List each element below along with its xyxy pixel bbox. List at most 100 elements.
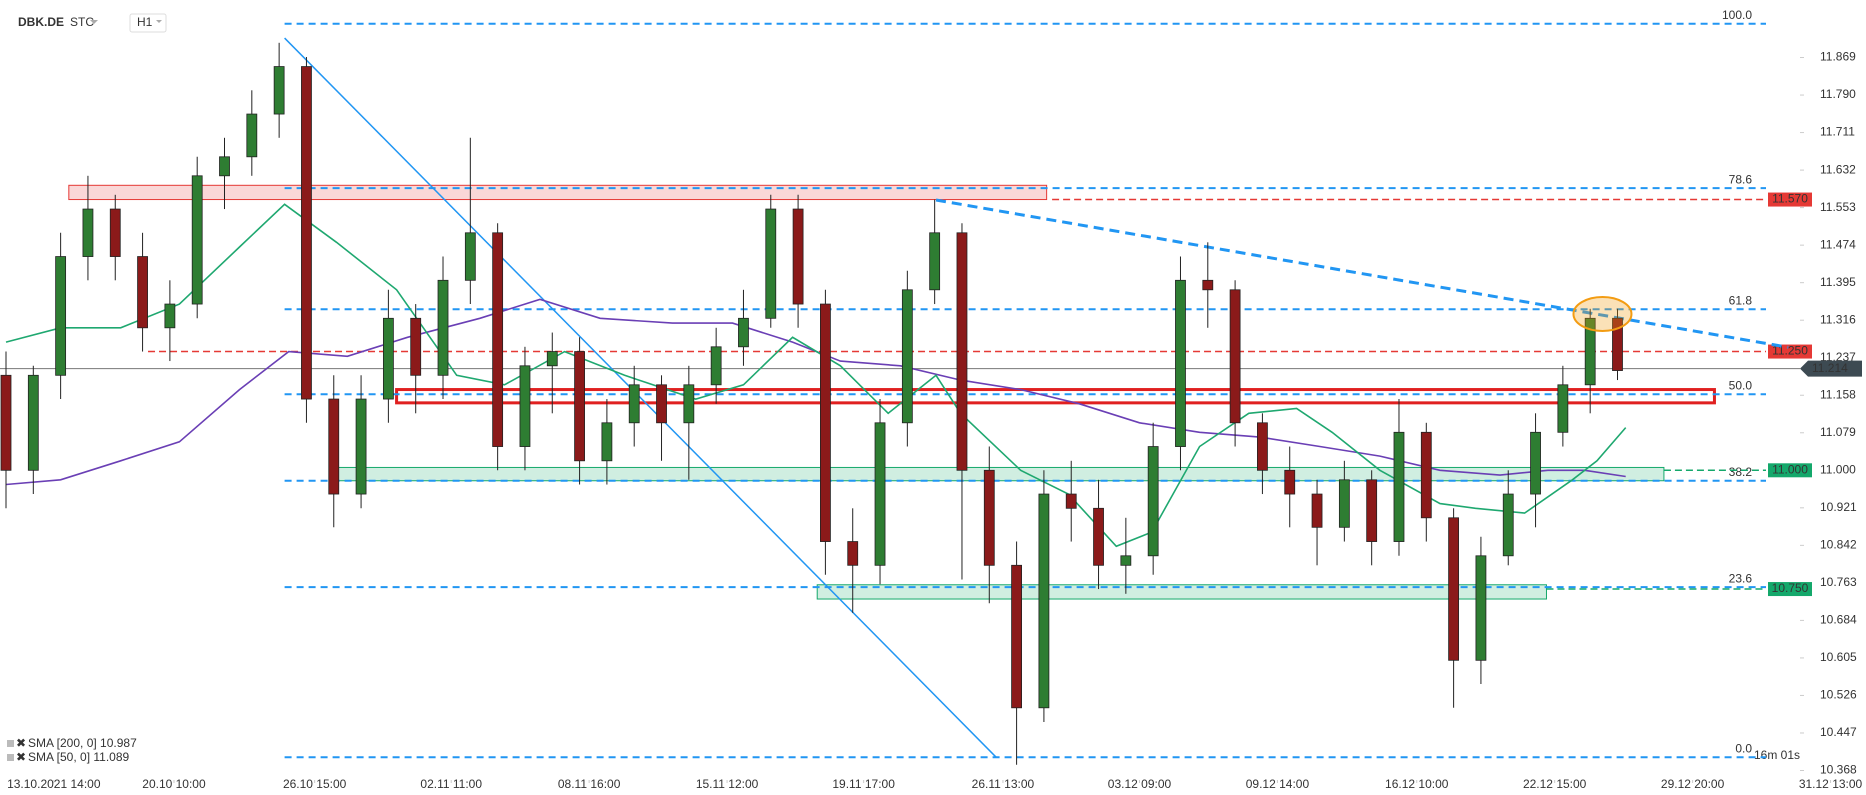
- x-tick-label: 26.10 15:00: [283, 777, 347, 791]
- price-tag-label: 10.750: [1772, 581, 1809, 595]
- trendline: [284, 37, 997, 758]
- candle-body: [410, 317, 422, 376]
- candle-body: [1338, 479, 1350, 528]
- candle-body: [656, 384, 667, 424]
- y-tick-label: 10.763: [1820, 575, 1857, 589]
- legend-icon: [7, 754, 14, 761]
- y-tick-label: 10.605: [1820, 650, 1857, 664]
- mode-dropdown[interactable]: [90, 20, 98, 24]
- price-tag: [1768, 463, 1812, 478]
- current-price-label: 11.214: [1812, 361, 1848, 375]
- candle-body: [246, 113, 258, 158]
- candle-body: [628, 384, 640, 424]
- candle-body: [382, 317, 394, 400]
- trendline: [935, 198, 1789, 349]
- candle-body: [983, 469, 995, 566]
- candle-body: [929, 232, 941, 291]
- candle-body: [1557, 384, 1569, 433]
- sma-line: [5, 203, 1627, 548]
- highlight: [1572, 296, 1633, 333]
- candle-body: [1530, 431, 1541, 495]
- candle-body: [1038, 493, 1050, 709]
- y-tick-label: 11.632: [1820, 162, 1856, 176]
- zone: [395, 388, 1716, 405]
- candle-body: [874, 422, 886, 566]
- candle-body: [601, 422, 613, 462]
- candle-body: [1612, 317, 1623, 371]
- interval: H1: [137, 15, 153, 29]
- y-tick-label: 11.079: [1820, 425, 1856, 439]
- candle-body: [1502, 493, 1514, 557]
- x-tick-label: 20.10 10:00: [142, 777, 206, 791]
- x-tick-label: 22.12 15:00: [1523, 777, 1587, 791]
- fib-label: 23.6: [1729, 571, 1753, 585]
- fib-label: 0.0: [1735, 741, 1752, 755]
- y-tick-label: 11.790: [1820, 87, 1856, 101]
- mode: STC: [70, 15, 94, 29]
- price-tag: [1768, 582, 1812, 597]
- y-tick-label: 10.526: [1820, 688, 1857, 702]
- candle-body: [1257, 422, 1268, 471]
- interval-box[interactable]: [129, 13, 167, 33]
- y-tick-label: 11.711: [1820, 125, 1855, 139]
- legend-close: ✖: [16, 750, 26, 764]
- x-tick-label: 08.11 16:00: [558, 777, 621, 791]
- legend-close: ✖: [16, 736, 26, 750]
- candle-body: [1229, 289, 1241, 424]
- fib-label: 61.8: [1729, 293, 1753, 307]
- candle-body: [437, 279, 449, 376]
- x-tick-label: 02.11 11:00: [420, 777, 482, 791]
- candle-body: [1475, 555, 1487, 661]
- candle-body: [820, 303, 831, 542]
- candle-body: [1393, 431, 1405, 542]
- y-tick-label: 11.474: [1820, 237, 1856, 251]
- x-tick-label: 13.10.2021 14:00: [7, 777, 101, 791]
- candle-body: [109, 208, 121, 257]
- x-tick-label: 31.12 13:00: [1799, 777, 1863, 791]
- fib-label: 50.0: [1729, 378, 1753, 392]
- candle-body: [328, 398, 340, 495]
- candle-body: [0, 374, 12, 471]
- candle-body: [683, 384, 695, 424]
- candle-body: [1011, 564, 1022, 709]
- candle-body: [1065, 493, 1077, 509]
- interval-dropdown: [156, 20, 162, 23]
- candle-body: [301, 66, 312, 400]
- candle-body: [464, 232, 476, 281]
- candle-body: [1448, 517, 1460, 661]
- candle-body: [1175, 279, 1186, 447]
- x-tick-label: 16.12 10:00: [1385, 777, 1449, 791]
- sma-line: [5, 298, 1626, 486]
- timer: 16m 01s: [1754, 748, 1800, 762]
- candle-body: [738, 317, 749, 348]
- y-tick-label: 10.684: [1820, 613, 1857, 627]
- price-tag-label: 11.570: [1772, 192, 1808, 206]
- candle-body: [82, 208, 94, 257]
- x-tick-label: 19.11 17:00: [832, 777, 895, 791]
- y-tick-label: 11.000: [1820, 462, 1856, 476]
- fib-label: 100.0: [1722, 8, 1752, 22]
- candle-body: [546, 351, 558, 367]
- current-price-tag: [1800, 360, 1862, 377]
- y-tick-label: 10.921: [1820, 500, 1857, 514]
- candle-body: [519, 365, 531, 447]
- candle-body: [956, 232, 968, 471]
- candle-body: [1093, 507, 1104, 566]
- candle-body: [1311, 493, 1323, 528]
- y-tick-label: 10.368: [1820, 763, 1857, 777]
- x-tick-label: 15.11 12:00: [696, 777, 759, 791]
- candle-body: [27, 374, 39, 471]
- fib-label: 38.2: [1729, 465, 1753, 479]
- price-tag: [1768, 192, 1812, 207]
- zone: [816, 584, 1547, 600]
- x-tick-label: 29.12 20:00: [1661, 777, 1725, 791]
- symbol: DBK.DE: [18, 15, 64, 29]
- x-tick-label: 09.12 14:00: [1246, 777, 1310, 791]
- candle-body: [1284, 469, 1296, 495]
- legend-icon: [7, 740, 14, 747]
- candle-body: [164, 303, 176, 329]
- candle-body: [792, 208, 804, 305]
- zone: [331, 466, 1665, 482]
